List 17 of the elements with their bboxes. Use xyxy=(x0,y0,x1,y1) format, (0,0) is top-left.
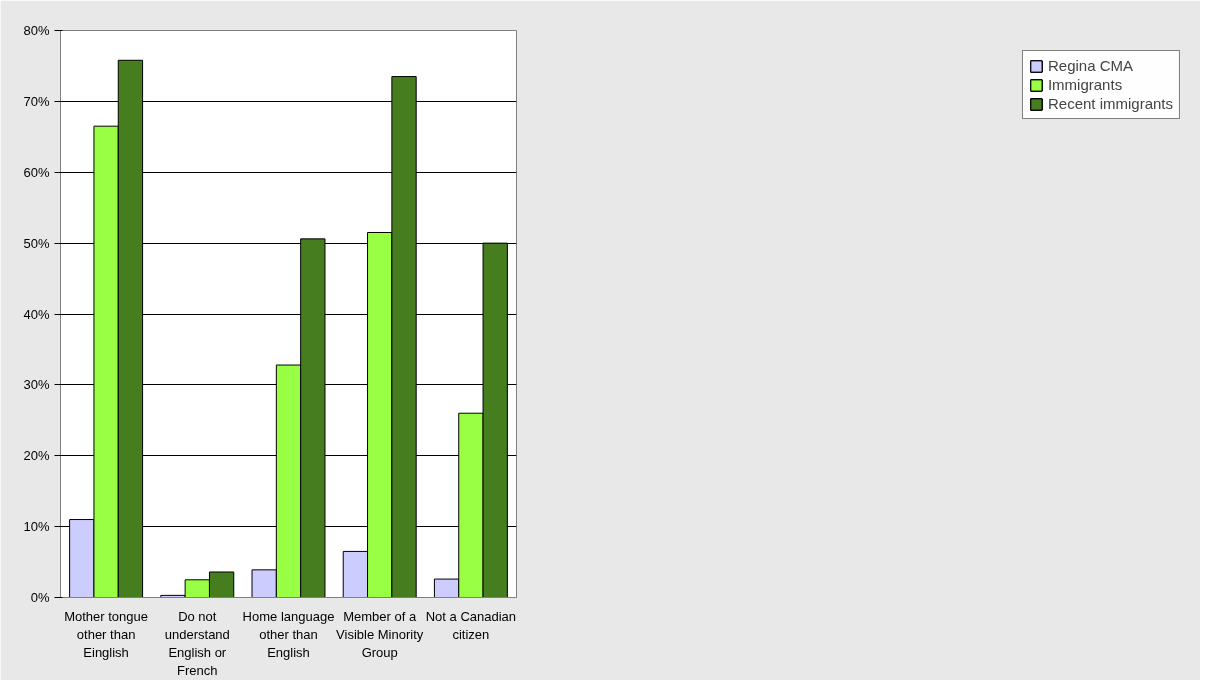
y-tick-label: 0% xyxy=(30,590,50,605)
x-tick-label: Member of a Visible Minority Group xyxy=(336,608,424,660)
x-tick-label: Mother tongue other than Einglish xyxy=(64,608,149,660)
y-tick-label: 60% xyxy=(23,164,50,180)
legend-label: Immigrants xyxy=(1047,76,1123,93)
y-tick-label: 20% xyxy=(23,448,50,464)
x-tick-label: Not a Canadian citizen xyxy=(425,608,517,642)
y-tick-label: 80% xyxy=(23,23,50,38)
x-tick-label: Do not understand English or French xyxy=(164,608,230,678)
y-tick-label: 40% xyxy=(23,306,50,322)
y-tick-label: 30% xyxy=(23,377,50,393)
y-tick-label: 10% xyxy=(23,519,50,535)
y-tick-label: 50% xyxy=(23,235,50,251)
x-tick-label: Home language other than English xyxy=(242,608,335,660)
legend-label: Regina CMA xyxy=(1047,57,1133,74)
y-tick-label: 70% xyxy=(23,93,50,109)
legend-label: Recent immigrants xyxy=(1047,95,1173,112)
